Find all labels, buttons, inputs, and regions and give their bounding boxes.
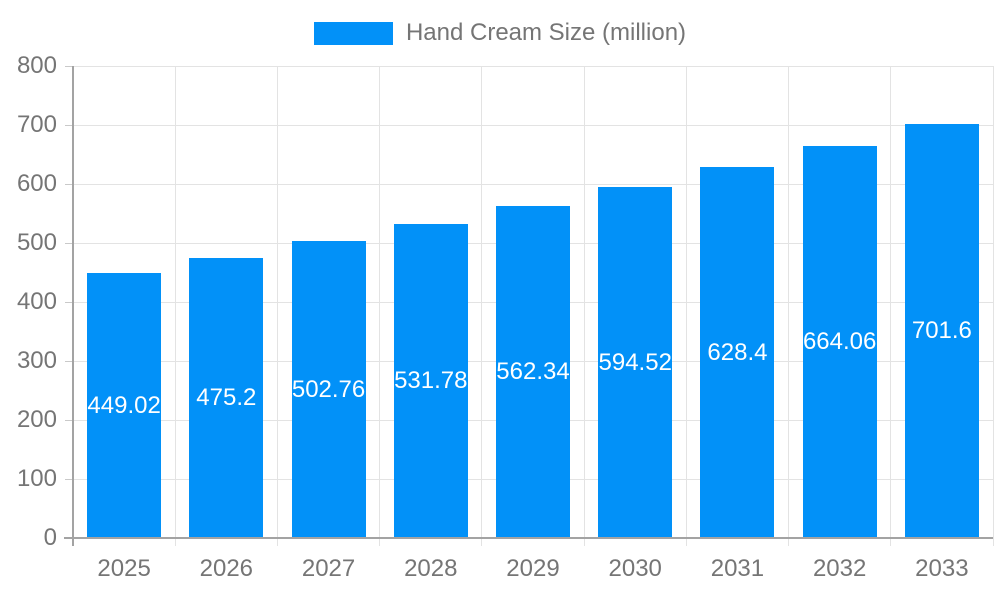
gridline-vertical [481,66,483,546]
x-tick-label-2033: 2033 [915,555,969,582]
x-tick-label-2032: 2032 [812,555,867,582]
x-tick-label-2026: 2026 [199,555,254,582]
bar-value-label: 449.02 [87,391,161,419]
x-tick-label-2030: 2030 [608,555,662,582]
x-tick-label-2025: 2025 [97,555,151,582]
gridline-horizontal [73,124,993,126]
y-axis-tick [65,124,73,126]
y-axis-tick [65,478,73,480]
gridline-vertical [788,66,790,546]
gridline-vertical [174,66,176,546]
y-axis-tick [65,65,73,67]
bar-value-label: 664.06 [802,328,877,356]
gridline-horizontal [73,65,993,67]
bar-2026[interactable]: 475.2 [189,257,264,538]
bar-2032[interactable]: 664.06 [802,146,877,538]
legend-swatch [313,21,393,45]
y-tick-label-0: 0 [43,524,57,551]
x-tick-label-2031: 2031 [710,555,765,582]
gridline-horizontal [73,183,993,185]
bar-2029[interactable]: 562.34 [496,206,570,538]
bar-value-label: 531.78 [394,367,468,395]
y-tick-label-100: 100 [16,465,57,492]
bar-value-label: 562.34 [496,358,570,386]
x-tick-label-2028: 2028 [404,555,458,582]
gridline-vertical [276,66,278,546]
y-tick-label-700: 700 [16,111,57,138]
bar-2033[interactable]: 701.6 [904,124,979,538]
bar-2027[interactable]: 502.76 [291,241,366,538]
gridline-vertical [992,66,994,546]
y-tick-label-200: 200 [16,406,57,433]
legend-item[interactable]: Hand Cream Size (million) [0,19,1000,46]
y-axis-tick [65,301,73,303]
y-axis-line [72,66,74,546]
bar-2028[interactable]: 531.78 [393,224,468,538]
x-tick-label-2029: 2029 [506,555,560,582]
bar-value-label: 594.52 [598,348,672,376]
bar-value-label: 502.76 [291,375,366,403]
bar-2030[interactable]: 594.52 [598,187,673,538]
y-tick-label-300: 300 [16,347,57,374]
y-axis-tick [65,419,73,421]
legend-label: Hand Cream Size (million) [405,19,687,46]
bar-2025[interactable]: 449.02 [87,273,162,538]
bar-value-label: 628.4 [707,338,768,366]
y-axis-tick [65,183,73,185]
y-tick-label-400: 400 [16,288,57,315]
y-tick-label-800: 800 [16,52,57,79]
gridline-vertical [379,66,381,546]
y-tick-label-500: 500 [16,229,57,256]
y-tick-label-600: 600 [16,170,57,197]
x-tick-label-2027: 2027 [301,555,356,582]
x-axis-line [64,537,993,539]
gridline-vertical [583,66,585,546]
bar-2031[interactable]: 628.4 [700,167,775,538]
gridline-vertical [685,66,687,546]
bar-value-label: 701.6 [911,317,972,345]
gridline-vertical [890,66,892,546]
y-axis-tick [65,242,73,244]
y-axis-tick [65,360,73,362]
bar-value-label: 475.2 [196,383,257,411]
